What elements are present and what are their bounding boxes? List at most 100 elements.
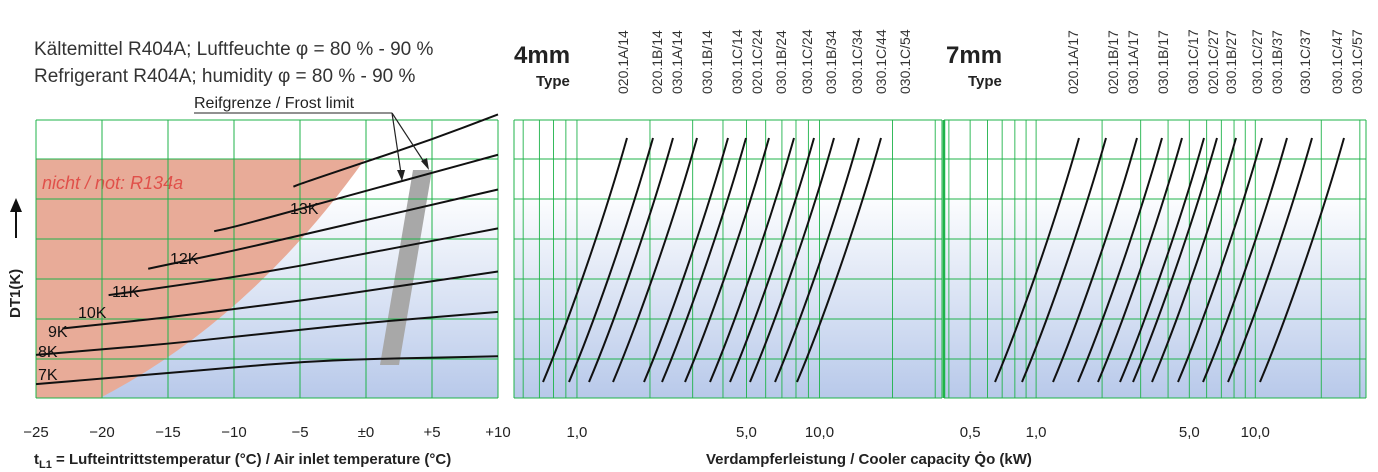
grid xyxy=(35,119,1367,399)
x-tick-label: +5 xyxy=(423,424,440,441)
x-tick-label: ±0 xyxy=(358,424,375,441)
model-label: 030.1B/17 xyxy=(1155,30,1171,94)
curve-label-12K: 12K xyxy=(170,251,199,268)
model-label: 030.1A/14 xyxy=(669,30,685,94)
capacity-tick-label: 10,0 xyxy=(1241,424,1270,441)
model-label: 030.1C/27 xyxy=(1249,29,1265,94)
model-label: 030.1C/34 xyxy=(849,29,865,94)
model-label: 030.1C/44 xyxy=(873,29,889,94)
capacity-curve-4mm-1 xyxy=(542,137,628,383)
capacity-curve-4mm-7 xyxy=(684,137,770,383)
group-4mm-size: 4mm xyxy=(514,42,570,69)
model-label: 030.1C/17 xyxy=(1185,29,1201,94)
capacity-axis-title: Verdampferleistung / Cooler capacity Q̇o… xyxy=(706,451,1032,468)
capacity-tick-label: 5,0 xyxy=(736,424,757,441)
capacity-curve-7mm-1 xyxy=(994,137,1080,383)
curve-8K xyxy=(35,310,499,356)
dt1-curves: 7K 8K 9K 10K 11K 12K 13K xyxy=(35,113,499,386)
group-7mm-size: 7mm xyxy=(946,42,1002,69)
capacity-tick-label: 1,0 xyxy=(1026,424,1047,441)
capacity-curve-7mm-12 xyxy=(1259,137,1345,383)
model-label: 020.1C/27 xyxy=(1205,29,1221,94)
model-label: 030.1B/34 xyxy=(823,30,839,94)
capacity-curve-7mm-8 xyxy=(1151,137,1237,383)
capacity-curve-4mm-12 xyxy=(796,137,882,383)
frost-arrow-2 xyxy=(421,158,429,170)
curve-12K xyxy=(213,153,499,233)
frost-pointer-2 xyxy=(391,112,429,169)
x-axis-ticks: −25 −20 −15 −10 −5 ±0 +5 +10 1,0 5,0 10,0 0,5 1,0 5,0… xyxy=(23,424,1270,441)
header-line-1: Kältemittel R404A; Luftfeuchte φ = 80 % … xyxy=(34,39,434,60)
capacity-tick-label: 1,0 xyxy=(567,424,588,441)
curve-7K xyxy=(35,355,499,386)
model-label: 030.1C/54 xyxy=(897,29,913,94)
capacity-curve-7mm-11 xyxy=(1227,137,1313,383)
capacity-curve-4mm-6 xyxy=(661,137,747,383)
capacity-curve-4mm-8 xyxy=(709,137,795,383)
curve-label-9K: 9K xyxy=(48,324,68,341)
capacity-curve-4mm-5 xyxy=(643,137,729,383)
model-label: 020.1B/14 xyxy=(649,30,665,94)
x-axis-title: tL1 = Lufteintrittstemperatur (°C) / Air… xyxy=(34,451,451,471)
model-label: 030.1B/24 xyxy=(773,30,789,94)
curve-label-10K: 10K xyxy=(78,305,107,322)
capacity-curve-7mm-3 xyxy=(1052,137,1138,383)
capacity-tick-label: 5,0 xyxy=(1179,424,1200,441)
curve-9K xyxy=(62,270,499,330)
y-axis-arrow xyxy=(10,198,22,238)
capacity-curve-7mm-2 xyxy=(1021,137,1107,383)
capacity-curve-4mm-11 xyxy=(774,137,860,383)
model-label: 030.1C/37 xyxy=(1297,29,1313,94)
curve-10K xyxy=(108,227,499,297)
model-label: 030.1C/57 xyxy=(1349,29,1365,94)
capacity-curve-7mm-10 xyxy=(1202,137,1288,383)
capacity-curve-7mm-5 xyxy=(1097,137,1183,383)
model-label: 030.1B/27 xyxy=(1223,30,1239,94)
frost-limit-band xyxy=(380,170,432,365)
group-4mm-type: Type xyxy=(536,73,570,90)
curve-label-7K: 7K xyxy=(38,367,58,384)
capacity-curve-7mm-4 xyxy=(1077,137,1163,383)
capacity-curve-4mm-4 xyxy=(612,137,698,383)
x-tick-label: +10 xyxy=(485,424,510,441)
model-label: 030.1C/14 xyxy=(729,29,745,94)
capacity-tick-label: 0,5 xyxy=(960,424,981,441)
x-tick-label: −10 xyxy=(221,424,246,441)
x-tick-label: −5 xyxy=(291,424,308,441)
middle-panel-background xyxy=(514,120,942,398)
model-labels: 020.1A/14 020.1B/14 030.1A/14 030.1B/14 030.… xyxy=(615,29,1365,94)
model-label: 030.1C/24 xyxy=(799,29,815,94)
capacity-curve-7mm-7 xyxy=(1132,137,1218,383)
right-panel-background xyxy=(944,120,1366,398)
frost-pointer-1 xyxy=(391,112,403,181)
model-label: 030.1C/47 xyxy=(1329,29,1345,94)
capacity-tick-label: 10,0 xyxy=(805,424,834,441)
x-tick-label: −15 xyxy=(155,424,180,441)
x-tick-label: −25 xyxy=(23,424,48,441)
x-tick-label: −20 xyxy=(89,424,114,441)
curve-13K xyxy=(293,113,499,188)
capacity-curves xyxy=(542,137,1345,383)
curve-label-8K: 8K xyxy=(38,344,58,361)
model-label: 030.1A/17 xyxy=(1125,30,1141,94)
frost-arrow-1 xyxy=(397,170,405,181)
region-label: nicht / not: R134a xyxy=(42,173,183,193)
capacity-curve-4mm-2 xyxy=(568,137,654,383)
capacity-curve-4mm-10 xyxy=(749,137,835,383)
capacity-curve-4mm-3 xyxy=(588,137,674,383)
model-label: 030.1B/37 xyxy=(1269,30,1285,94)
model-label: 020.1A/17 xyxy=(1065,30,1081,94)
capacity-curve-4mm-9 xyxy=(729,137,815,383)
model-label: 030.1B/14 xyxy=(699,30,715,94)
capacity-curve-7mm-9 xyxy=(1177,137,1263,383)
curve-label-11K: 11K xyxy=(112,284,140,301)
curve-label-13K: 13K xyxy=(290,201,319,218)
model-label: 020.1C/24 xyxy=(749,29,765,94)
header-line-2: Refrigerant R404A; humidity φ = 80 % - 9… xyxy=(34,66,416,87)
model-label: 020.1A/14 xyxy=(615,30,631,94)
capacity-curve-7mm-6 xyxy=(1119,137,1205,383)
curve-11K xyxy=(147,188,499,270)
model-label: 020.1B/17 xyxy=(1105,30,1121,94)
y-axis-title: DT1(K) xyxy=(7,269,24,318)
